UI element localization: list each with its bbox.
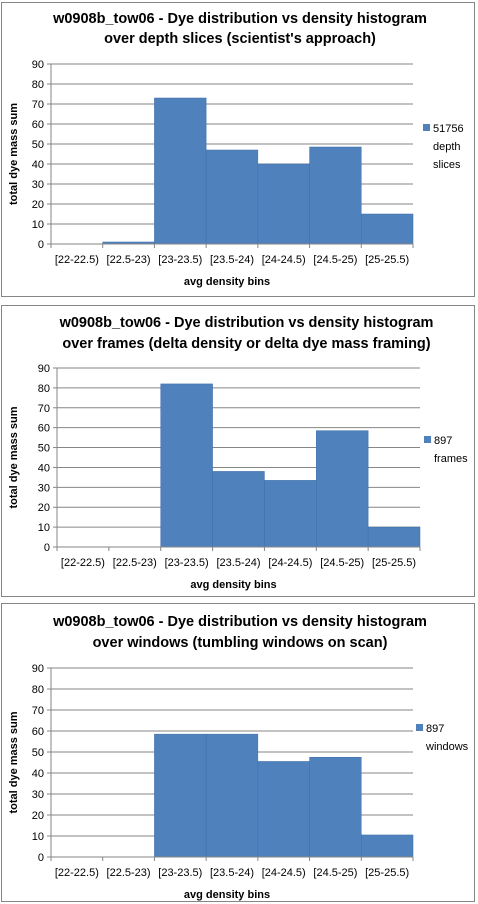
legend-label-line: 51756 (433, 123, 464, 135)
y-tick-label: 40 (32, 159, 44, 171)
chart-frames: w0908b_tow06 - Dye distribution vs densi… (8, 315, 468, 591)
chart-title-line: w0908b_tow06 - Dye distribution vs densi… (52, 614, 427, 630)
y-axis-title: total dye mass sum (8, 711, 20, 813)
x-tick-label: [22-22.5) (61, 557, 105, 569)
y-axis-title: total dye mass sum (8, 406, 20, 508)
bar (154, 97, 207, 245)
x-tick-label: [23.5-24) (210, 254, 254, 266)
chart-title-line: over windows (tumbling windows on scan) (93, 635, 388, 651)
legend-label-line: windows (425, 741, 469, 753)
y-tick-label: 60 (32, 726, 44, 738)
y-tick-label: 90 (32, 59, 44, 71)
bar (257, 163, 310, 245)
y-tick-label: 0 (44, 542, 50, 554)
legend-label-line: frames (434, 453, 468, 465)
y-tick-label: 50 (38, 443, 50, 455)
x-tick-label: [22-22.5) (55, 867, 99, 879)
x-axis-title: avg density bins (184, 276, 270, 288)
bar (361, 834, 414, 858)
x-tick-label: [23-23.5) (158, 254, 202, 266)
x-tick-label: [23-23.5) (158, 867, 202, 879)
x-tick-label: [23.5-24) (210, 867, 254, 879)
y-tick-label: 70 (32, 705, 44, 717)
x-axis-title: avg density bins (190, 579, 276, 591)
y-tick-label: 20 (32, 199, 44, 211)
bar (205, 733, 259, 858)
chart-title-line: over frames (delta density or delta dye … (62, 336, 430, 352)
chart-title-line: w0908b_tow06 - Dye distribution vs densi… (52, 11, 427, 27)
x-tick-label: [24-24.5) (262, 867, 306, 879)
y-axis-title: total dye mass sum (8, 103, 20, 205)
chart-panel-windows: w0908b_tow06 - Dye distribution vs densi… (1, 603, 475, 902)
y-tick-label: 70 (32, 99, 44, 111)
legend-label-line: depth (433, 141, 461, 153)
bar (361, 213, 414, 245)
bar (257, 761, 310, 858)
legend-swatch (424, 436, 431, 443)
x-tick-label: [23-23.5) (165, 557, 209, 569)
legend-label-line: 897 (434, 435, 452, 447)
x-tick-label: [22-22.5) (55, 254, 99, 266)
chart-title-line: over depth slices (scientist's approach) (104, 31, 376, 47)
x-axis-title: avg density bins (184, 889, 270, 901)
y-tick-label: 10 (32, 219, 44, 231)
chart-depth-slices: w0908b_tow06 - Dye distribution vs densi… (8, 11, 464, 288)
bar (367, 526, 421, 548)
y-tick-label: 0 (38, 852, 44, 864)
y-tick-label: 40 (38, 462, 50, 474)
y-tick-label: 30 (32, 179, 44, 191)
x-tick-label: [24-24.5) (268, 557, 312, 569)
y-tick-label: 10 (32, 831, 44, 843)
y-tick-label: 80 (38, 383, 50, 395)
x-tick-label: [22.5-23) (107, 867, 151, 879)
y-tick-label: 80 (32, 79, 44, 91)
bar (309, 146, 362, 245)
x-tick-label: [25-25.5) (365, 867, 409, 879)
x-tick-label: [24.5-25) (313, 867, 357, 879)
x-tick-label: [22.5-23) (107, 254, 151, 266)
y-tick-label: 60 (32, 119, 44, 131)
x-tick-label: [24.5-25) (313, 254, 357, 266)
y-tick-label: 20 (38, 502, 50, 514)
bar (154, 733, 207, 858)
y-tick-label: 50 (32, 139, 44, 151)
chart-panel-frames: w0908b_tow06 - Dye distribution vs densi… (1, 305, 475, 597)
x-tick-label: [25-25.5) (372, 557, 416, 569)
bar (212, 471, 265, 548)
bar (160, 383, 213, 548)
y-tick-label: 40 (32, 768, 44, 780)
legend-label-line: slices (433, 159, 461, 171)
y-tick-label: 90 (32, 663, 44, 675)
bar (316, 430, 369, 548)
y-tick-label: 70 (38, 403, 50, 415)
chart-windows: w0908b_tow06 - Dye distribution vs densi… (8, 614, 469, 901)
legend-swatch (416, 724, 423, 731)
x-tick-label: [24.5-25) (320, 557, 364, 569)
x-tick-label: [24-24.5) (262, 254, 306, 266)
x-tick-label: [23.5-24) (216, 557, 260, 569)
y-tick-label: 50 (32, 747, 44, 759)
chart-title-line: w0908b_tow06 - Dye distribution vs densi… (59, 315, 434, 331)
x-tick-label: [22.5-23) (113, 557, 157, 569)
bar (205, 149, 259, 245)
bar (264, 480, 317, 548)
y-tick-label: 10 (38, 522, 50, 534)
y-tick-label: 90 (38, 363, 50, 375)
chart-panel-depth-slices: w0908b_tow06 - Dye distribution vs densi… (1, 2, 475, 297)
y-tick-label: 80 (32, 684, 44, 696)
y-tick-label: 0 (38, 239, 44, 251)
legend-label-line: 897 (426, 723, 444, 735)
y-tick-label: 30 (32, 789, 44, 801)
y-tick-label: 20 (32, 810, 44, 822)
y-tick-label: 60 (38, 423, 50, 435)
bar (309, 757, 362, 858)
legend-swatch (423, 124, 430, 131)
y-tick-label: 30 (38, 482, 50, 494)
x-tick-label: [25-25.5) (365, 254, 409, 266)
